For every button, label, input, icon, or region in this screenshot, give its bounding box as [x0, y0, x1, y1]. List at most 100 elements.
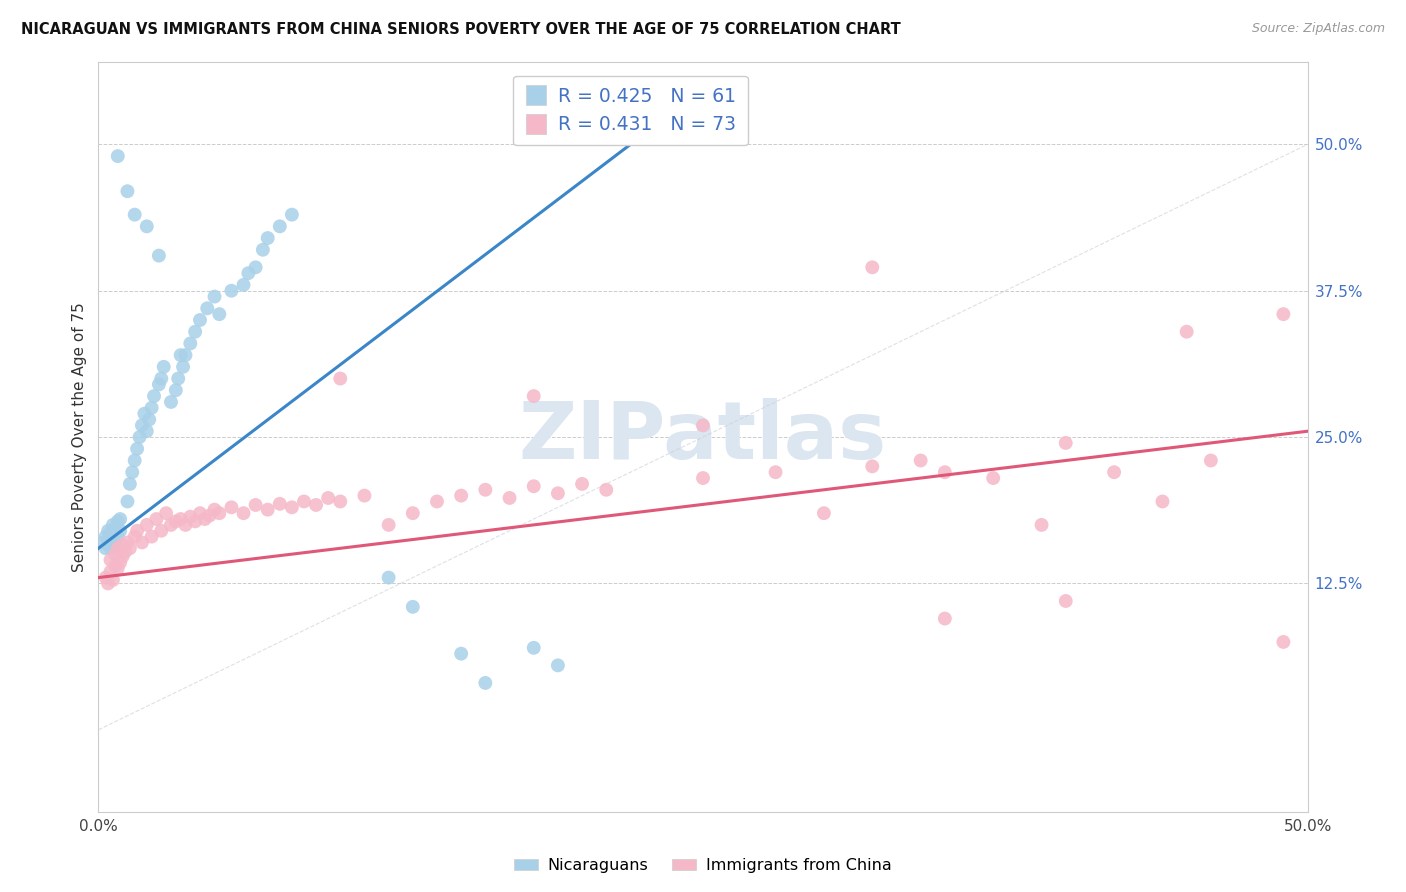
Point [692, 418, 714, 433]
Point [108, 512, 131, 526]
Point [150, 524, 173, 538]
Point [474, 676, 496, 690]
Point [101, 517, 124, 532]
Point [97, 535, 120, 549]
Point [94, 541, 117, 556]
Point [450, 647, 472, 661]
Point [860, 260, 883, 275]
Point [100, 541, 122, 556]
Point [152, 359, 174, 374]
Point [498, 491, 520, 505]
Point [148, 249, 170, 263]
Point [111, 538, 134, 552]
Point [114, 545, 136, 559]
Point [221, 500, 243, 515]
Point [910, 453, 932, 467]
Point [108, 524, 131, 538]
Point [1054, 594, 1077, 608]
Point [860, 459, 883, 474]
Point [934, 611, 956, 625]
Point [97, 524, 120, 538]
Point [316, 491, 339, 505]
Point [135, 517, 157, 532]
Point [1199, 453, 1222, 467]
Point [167, 371, 190, 385]
Point [100, 565, 122, 579]
Point [269, 219, 291, 234]
Point [426, 494, 449, 508]
Y-axis label: Seniors Poverty Over the Age of 75: Seniors Poverty Over the Age of 75 [72, 302, 87, 572]
Point [1272, 635, 1295, 649]
Point [143, 389, 166, 403]
Point [305, 498, 328, 512]
Point [813, 506, 835, 520]
Legend: R = 0.425   N = 61, R = 0.431   N = 73: R = 0.425 N = 61, R = 0.431 N = 73 [513, 76, 748, 145]
Point [238, 266, 260, 280]
Point [101, 573, 124, 587]
Point [94, 571, 117, 585]
Point [148, 377, 170, 392]
Point [179, 336, 201, 351]
Point [101, 533, 124, 547]
Point [104, 538, 127, 552]
Point [208, 506, 231, 520]
Point [135, 424, 157, 438]
Point [155, 506, 177, 520]
Point [121, 465, 143, 479]
Point [118, 541, 141, 556]
Text: Source: ZipAtlas.com: Source: ZipAtlas.com [1251, 22, 1385, 36]
Point [111, 549, 134, 564]
Point [204, 289, 226, 303]
Point [188, 506, 211, 520]
Point [1031, 517, 1053, 532]
Point [107, 514, 129, 528]
Point [547, 658, 569, 673]
Point [94, 530, 117, 544]
Point [117, 494, 139, 508]
Point [1054, 436, 1077, 450]
Point [194, 512, 217, 526]
Text: ZIPatlas: ZIPatlas [519, 398, 887, 476]
Point [1102, 465, 1125, 479]
Point [174, 348, 197, 362]
Point [124, 453, 146, 467]
Point [91, 535, 114, 549]
Point [934, 465, 956, 479]
Point [174, 517, 197, 532]
Point [981, 471, 1004, 485]
Point [160, 395, 183, 409]
Point [184, 325, 207, 339]
Legend: Nicaraguans, Immigrants from China: Nicaraguans, Immigrants from China [508, 852, 898, 880]
Point [256, 502, 278, 516]
Point [474, 483, 496, 497]
Point [571, 476, 593, 491]
Point [179, 509, 201, 524]
Point [150, 371, 173, 385]
Point [765, 465, 787, 479]
Point [292, 494, 315, 508]
Point [252, 243, 274, 257]
Point [232, 277, 254, 292]
Point [117, 535, 139, 549]
Point [188, 313, 211, 327]
Point [127, 442, 149, 456]
Point [117, 184, 139, 198]
Point [131, 418, 153, 433]
Point [108, 555, 131, 569]
Point [128, 430, 150, 444]
Point [165, 514, 187, 528]
Point [195, 301, 218, 316]
Point [1152, 494, 1174, 508]
Point [160, 517, 183, 532]
Point [124, 208, 146, 222]
Point [141, 401, 163, 415]
Point [692, 471, 714, 485]
Point [169, 348, 191, 362]
Point [97, 576, 120, 591]
Point [523, 640, 546, 655]
Point [245, 260, 267, 275]
Point [377, 517, 399, 532]
Point [141, 530, 163, 544]
Point [269, 497, 291, 511]
Point [127, 524, 149, 538]
